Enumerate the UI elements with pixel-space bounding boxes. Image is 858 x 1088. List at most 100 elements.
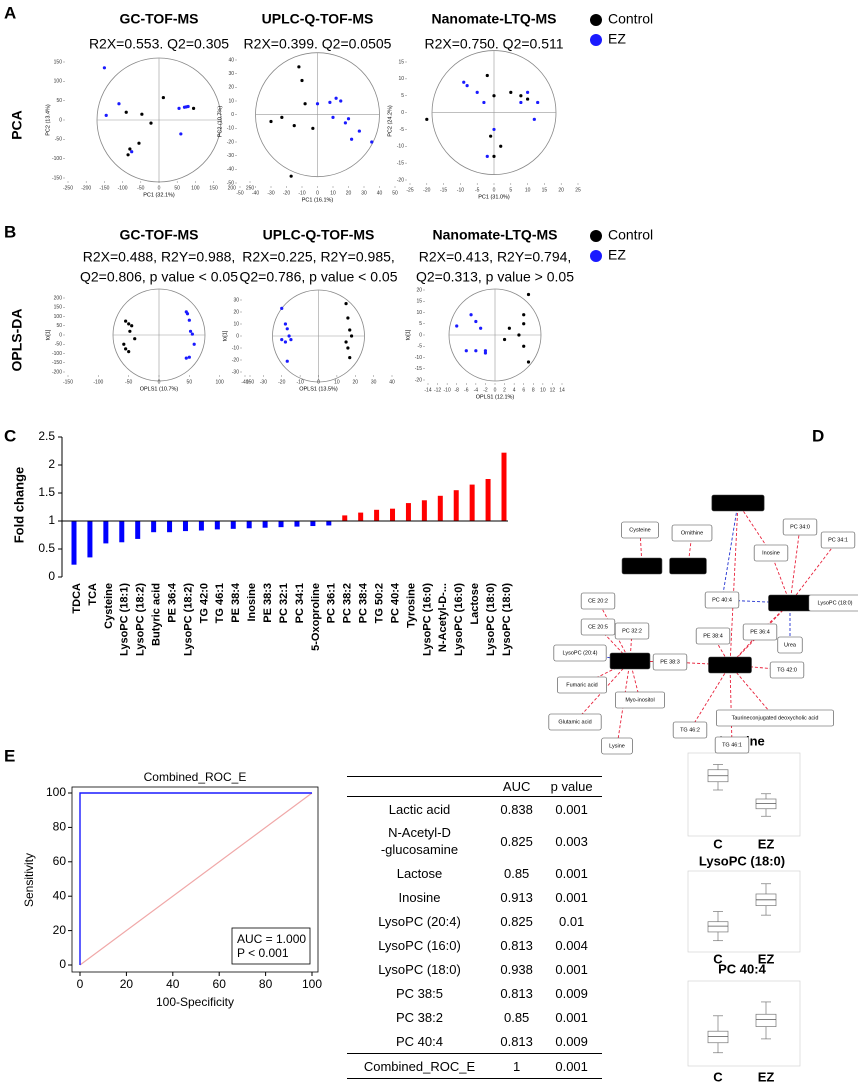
x-tick-label: LysoPC (16:0) [453, 583, 465, 656]
table-cell: 0.01 [558, 913, 585, 929]
y-tick-label: -20 [232, 357, 239, 363]
table-row: PC 38:2 0.85 0.001 [347, 1005, 602, 1029]
x-axis-label: PC1 (31.0%) [478, 194, 510, 200]
x-tick-label: 0 [158, 379, 161, 385]
point [474, 349, 478, 353]
y-tick-label: 0 [236, 333, 239, 339]
point [519, 100, 523, 105]
network-node [820, 531, 856, 549]
node-label: Plasma FFA [775, 600, 805, 606]
bar [151, 521, 157, 533]
network-edge [789, 526, 801, 604]
y-axis-label: Fold change [11, 467, 26, 544]
x-tick-label: Tyrosine [405, 583, 417, 628]
x-tick-label: 12 [550, 387, 556, 393]
x-tick-label: 30 [371, 379, 377, 385]
x-tick-label: -6 [464, 387, 469, 393]
y-tick-label: -50 [55, 342, 62, 348]
network-node [615, 691, 665, 709]
y-tick-label: -150 [52, 360, 62, 366]
x-tick-label: -30 [267, 190, 274, 196]
network-edge [729, 664, 776, 719]
node-label: Plasma TG [628, 563, 655, 569]
y-tick-label: -20 [227, 139, 234, 145]
network-node [714, 736, 750, 754]
network-node [652, 653, 688, 671]
point [507, 326, 511, 330]
chart-subtitle: Q2=0.806, p value < 0.05 [80, 269, 238, 285]
point [350, 137, 354, 141]
bar [294, 521, 300, 527]
header-cell: AUC [492, 776, 542, 797]
x-tick-label: PC 36:1 [326, 583, 338, 623]
node-label: PE 36:4 [750, 629, 770, 635]
network-node [601, 737, 633, 755]
bar [103, 521, 109, 544]
panel-label: A [4, 3, 16, 22]
x-tick-label: -30 [260, 379, 267, 385]
chart-title: GC-TOF-MS [119, 227, 198, 243]
table-row: Inosine 0.913 0.001 [347, 885, 602, 909]
bar [453, 490, 459, 521]
x-tick-label: Inosine [246, 583, 258, 622]
plot-frame [687, 870, 801, 953]
table-row: LysoPC (20:4) 0.825 0.01 [347, 909, 602, 933]
legend-swatch [590, 230, 602, 242]
node-label: Urea [784, 642, 797, 648]
panel-label: D [812, 426, 824, 445]
point [102, 66, 106, 70]
y-tick-label: 5 [419, 321, 422, 327]
node-label: Liver FFA [618, 658, 642, 664]
point [285, 359, 289, 363]
y-tick-label: -50 [55, 137, 62, 143]
y-axis-label: PC2 (13.4%) [45, 104, 51, 136]
network-node [708, 656, 752, 674]
y-tick-label: 0 [231, 112, 234, 118]
panel-label: C [4, 426, 16, 445]
y-tick-label: 20 [53, 923, 67, 937]
x-tick-label: 100 [191, 185, 200, 191]
node-label: PC 34:1 [828, 537, 848, 543]
y-tick-label: 10 [228, 98, 234, 104]
x-tick-label: -10 [457, 187, 464, 193]
point [334, 96, 338, 100]
table-row: PC 40:4 0.813 0.009 [347, 1029, 602, 1054]
point [499, 144, 503, 148]
y-tick-label: -15 [415, 366, 422, 372]
x-tick-label: -100 [93, 379, 103, 385]
network-edge [729, 602, 791, 666]
y-tick-label: 150 [54, 59, 63, 65]
table-cell: PC 38:2 [396, 1009, 443, 1025]
x-tick-label: 50 [174, 185, 180, 191]
x-tick-label: 0 [316, 190, 319, 196]
annotation: AUC = 1.000 [237, 932, 306, 946]
point [469, 313, 473, 317]
x-tick-label: 20 [346, 190, 352, 196]
table-row: Combined_ROC_E 1 0.001 [347, 1053, 602, 1079]
point [344, 340, 348, 344]
point [536, 100, 540, 105]
node-label: Liver chol [718, 662, 742, 668]
x-tick-label: 0 [494, 387, 497, 393]
panel-label: E [4, 746, 15, 765]
y-tick-label: 60 [53, 854, 67, 868]
point [161, 95, 165, 100]
x-tick-label: PC 40:4 [389, 582, 401, 623]
x-tick-label: -8 [454, 387, 459, 393]
x-tick-label: -10 [444, 387, 451, 393]
point [522, 322, 526, 326]
x-tick-label: 4 [513, 387, 516, 393]
x-tick-label: 8 [532, 387, 535, 393]
network-node [715, 709, 834, 727]
y-tick-label: -40 [227, 167, 234, 173]
point [526, 360, 531, 364]
x-tick-label: -20 [278, 379, 285, 385]
x-tick-label: 20 [120, 977, 134, 991]
point [124, 110, 128, 114]
point [346, 316, 350, 320]
point [474, 319, 478, 324]
point [137, 141, 141, 145]
point [502, 337, 507, 342]
network-node [671, 524, 713, 542]
x-tick-label: 10 [540, 387, 546, 393]
